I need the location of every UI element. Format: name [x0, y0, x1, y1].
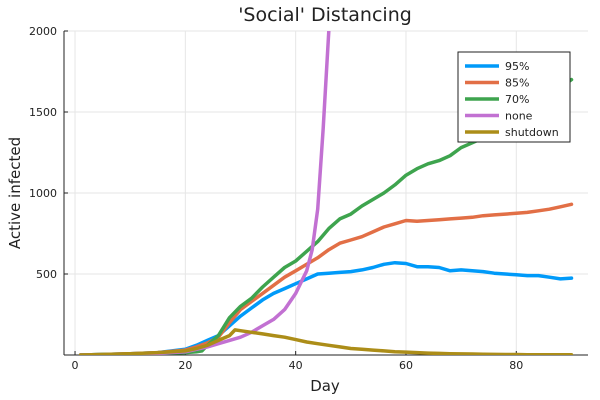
- x-tick-label: 0: [72, 359, 79, 372]
- x-tick-label: 60: [399, 359, 413, 372]
- y-axis-title: Active infected: [6, 137, 24, 249]
- legend-label: 95%: [505, 60, 529, 73]
- x-tick-label: 20: [178, 359, 192, 372]
- y-tick-label: 2000: [29, 25, 57, 38]
- series-line-shutdown: [78, 328, 574, 355]
- x-axis-title: Day: [310, 377, 340, 395]
- y-tick-label: 1500: [29, 106, 57, 119]
- legend-label: 70%: [505, 93, 529, 106]
- legend-label: 85%: [505, 77, 529, 90]
- legend-label: none: [505, 110, 533, 123]
- y-tick-label: 500: [36, 268, 57, 281]
- series-line-85: [78, 202, 574, 355]
- legend-label: shutdown: [505, 126, 559, 139]
- tick-labels: 0 20 40 60 80 500 1000 1500 2000: [29, 25, 523, 372]
- legend: 95% 85% 70% none shutdown: [457, 51, 571, 143]
- chart-title: 'Social' Distancing: [238, 4, 412, 26]
- x-tick-label: 40: [289, 359, 303, 372]
- y-tick-label: 1000: [29, 187, 57, 200]
- series-line-95: [78, 260, 574, 355]
- x-tick-label: 80: [509, 359, 523, 372]
